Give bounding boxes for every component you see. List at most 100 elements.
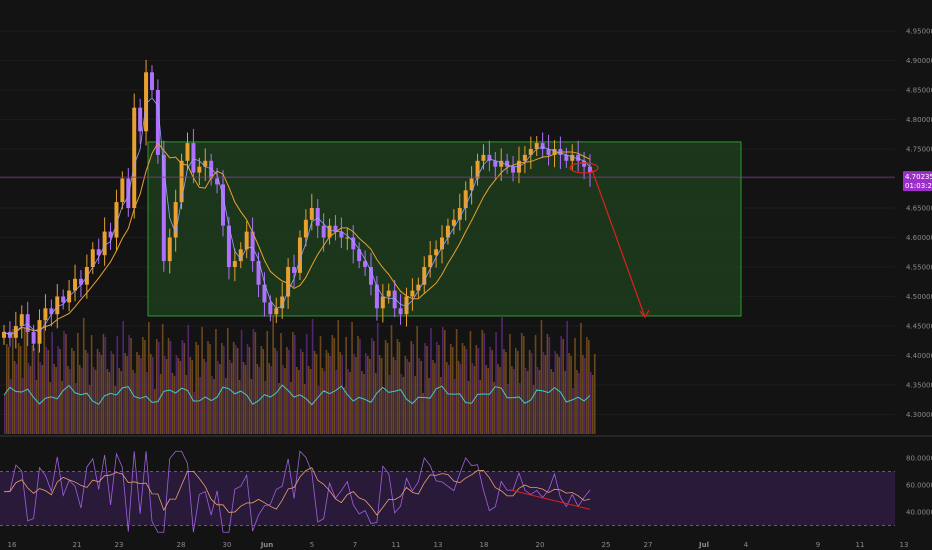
- volume-bar: [568, 353, 570, 434]
- volume-bar: [520, 333, 523, 434]
- volume-bar: [124, 353, 126, 434]
- volume-bar: [11, 329, 14, 434]
- volume-bar: [418, 358, 420, 434]
- candle-body: [280, 296, 285, 309]
- volume-bar: [185, 375, 188, 434]
- volume-bar: [560, 336, 563, 434]
- volume-bar: [382, 390, 385, 434]
- date-tick-label: 4: [744, 541, 749, 549]
- volume-bar: [544, 355, 547, 434]
- volume-bar: [369, 359, 371, 434]
- volume-bar: [406, 359, 409, 434]
- candle-body: [286, 267, 291, 297]
- price-tick-label: 4.60000: [906, 234, 932, 242]
- volume-bar: [434, 363, 436, 434]
- volume-bar: [347, 369, 349, 434]
- volume-bar: [215, 329, 217, 434]
- volume-bars: [4, 315, 596, 434]
- date-tick-label: 21: [73, 541, 82, 549]
- volume-bar: [142, 337, 144, 434]
- rsi-lines: [0, 450, 895, 533]
- volume-bar: [345, 337, 347, 434]
- volume-bar: [69, 369, 71, 434]
- volume-bar: [29, 366, 32, 434]
- volume-bar: [205, 362, 207, 434]
- volume-bar: [591, 375, 594, 434]
- candle-body: [221, 184, 226, 226]
- volume-bar: [73, 351, 75, 434]
- price-tick-label: 4.45000: [906, 323, 932, 331]
- volume-bar: [173, 376, 176, 434]
- candle-body: [144, 72, 149, 132]
- volume-bar: [329, 356, 332, 434]
- volume-bar: [274, 348, 276, 434]
- volume-bar: [116, 336, 119, 434]
- candle-body: [416, 284, 421, 291]
- candle-body: [499, 160, 504, 167]
- rsi-line: [3, 450, 591, 533]
- volume-bar: [226, 328, 229, 434]
- candle-body: [167, 237, 172, 262]
- date-tick-label: 16: [8, 541, 17, 549]
- date-tick-label: 11: [392, 541, 401, 549]
- volume-bar: [516, 351, 519, 434]
- volume-bar: [339, 352, 342, 434]
- candle-body: [55, 296, 60, 315]
- volume-bar: [228, 360, 231, 434]
- volume-bar: [98, 352, 101, 434]
- volume-bar: [19, 346, 22, 434]
- candle-body: [481, 154, 486, 161]
- volume-bar: [256, 364, 259, 434]
- volume-bar: [319, 336, 322, 434]
- volume-bar: [138, 355, 140, 434]
- volume-bar: [353, 354, 355, 434]
- volume-bar: [159, 374, 162, 434]
- volume-bar: [55, 367, 57, 434]
- volume-bar: [252, 329, 255, 434]
- candle-body: [61, 296, 66, 303]
- volume-bar: [75, 383, 77, 434]
- candle-body: [374, 284, 379, 309]
- volume-bar: [580, 323, 582, 434]
- volume-bar: [442, 327, 444, 434]
- volume-bar: [349, 372, 351, 434]
- volume-bar: [447, 365, 450, 434]
- candle-body: [351, 237, 356, 250]
- volume-bar: [33, 348, 36, 434]
- candle-body: [392, 290, 397, 309]
- volume-bar: [495, 332, 497, 434]
- volume-bar: [165, 359, 168, 434]
- volume-bar: [268, 363, 270, 434]
- volume-bar: [461, 343, 464, 434]
- volume-bar: [384, 340, 387, 434]
- volume-bar: [193, 392, 196, 434]
- date-tick-label: 5: [310, 541, 314, 549]
- volume-bar: [370, 338, 373, 434]
- volume-bar: [146, 372, 148, 434]
- candle-body: [215, 178, 220, 185]
- volume-bar: [150, 354, 152, 434]
- volume-bar: [445, 362, 448, 434]
- volume-bar: [177, 358, 180, 434]
- candle-body: [327, 225, 332, 238]
- date-tick-label: 25: [602, 541, 611, 549]
- volume-bar: [144, 340, 146, 434]
- candle-body: [422, 267, 427, 285]
- candle-body: [386, 290, 391, 297]
- volume-bar: [284, 368, 286, 434]
- candle-body: [31, 331, 36, 344]
- candle-body: [203, 160, 208, 167]
- volume-bar: [234, 345, 237, 434]
- candle-body: [149, 72, 154, 90]
- candle-body: [451, 219, 456, 226]
- volume-bar: [556, 354, 559, 434]
- volume-bar: [102, 334, 105, 434]
- volume-bar: [71, 348, 73, 434]
- volume-bar: [515, 348, 517, 434]
- candle-body: [84, 267, 89, 285]
- volume-bar: [453, 379, 456, 434]
- volume-bar: [15, 364, 18, 434]
- candle-body: [576, 154, 581, 161]
- volume-bar: [179, 361, 182, 434]
